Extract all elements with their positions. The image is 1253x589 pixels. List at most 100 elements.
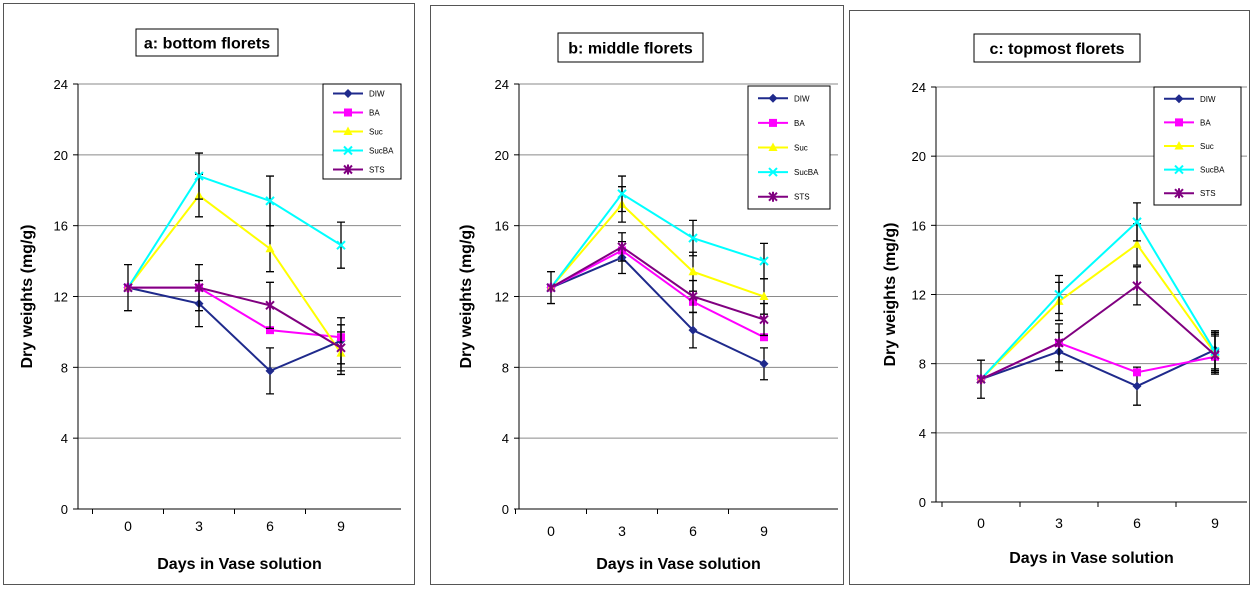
data-point xyxy=(759,291,769,300)
series-line xyxy=(550,256,765,365)
data-point xyxy=(546,282,556,293)
legend-marker-suc xyxy=(768,142,778,151)
legend-label-sucba: SucBA xyxy=(369,147,394,156)
series-line xyxy=(980,284,1216,381)
legend-marker-ba xyxy=(769,118,777,127)
legend-marker-sucba xyxy=(1174,164,1184,175)
x-tick-label-b: 9 xyxy=(760,523,768,539)
legend-label-diw: DIW xyxy=(794,94,810,103)
series-ba-a xyxy=(124,283,345,342)
data-point xyxy=(265,196,275,206)
chart-title-box-b xyxy=(557,32,704,63)
x-axis-label-c: Days in Vase solution xyxy=(1009,550,1174,567)
legend-label-diw: DIW xyxy=(369,90,385,99)
legend-label-ba: BA xyxy=(369,109,380,118)
y-tick-label-c: 4 xyxy=(919,426,926,441)
y-tick-label-c: 16 xyxy=(912,218,926,233)
legend-marker-ba xyxy=(344,108,352,117)
legend-label-sts: STS xyxy=(369,166,385,175)
legend-marker-diw xyxy=(1174,94,1184,104)
series-line xyxy=(550,249,765,339)
series-line xyxy=(128,286,342,349)
legend-marker-suc xyxy=(343,126,353,135)
legend-marker-suc xyxy=(1174,141,1184,150)
series-line xyxy=(980,341,1216,381)
data-point xyxy=(194,282,204,293)
y-tick-label-b: 4 xyxy=(502,431,509,446)
data-point xyxy=(1132,239,1142,248)
x-axis-label-b: Days in Vase solution xyxy=(596,556,761,573)
chart-title-box-c xyxy=(973,33,1141,63)
data-point xyxy=(688,325,698,335)
series-sts-b xyxy=(546,232,769,337)
series-diw-c xyxy=(976,330,1220,406)
chart-title-b: b: middle florets xyxy=(568,41,693,58)
y-axis-label-a: Dry weights (mg/g) xyxy=(19,224,36,368)
series-line xyxy=(980,242,1216,380)
y-tick-label-c: 12 xyxy=(912,288,926,303)
data-point xyxy=(265,243,275,253)
chart-svg-a: a: bottom florets 0 4 8 12 16 20 24 0 3 6 9 Days in … xyxy=(19,28,402,573)
legend-label-ba: BA xyxy=(794,119,805,128)
x-axis-label-a: Days in Vase solution xyxy=(157,556,322,573)
x-tick-label-c: 0 xyxy=(977,515,985,531)
y-tick-label-c: 0 xyxy=(919,495,926,510)
legend-marker-diw xyxy=(768,93,778,103)
x-tick-label-c: 6 xyxy=(1133,515,1141,531)
y-tick-label-a: 12 xyxy=(54,290,68,305)
data-point xyxy=(123,282,133,293)
y-tick-label-a: 4 xyxy=(61,431,68,446)
legend-label-suc: Suc xyxy=(369,128,383,137)
x-tick-label-a: 9 xyxy=(337,518,345,534)
data-point xyxy=(688,233,698,243)
legend-marker-sucba xyxy=(768,167,778,177)
data-point xyxy=(1133,368,1141,377)
x-tick-label-a: 0 xyxy=(124,518,132,534)
x-tick-label-a: 6 xyxy=(266,518,274,534)
legend-label-suc: Suc xyxy=(794,144,808,153)
data-point xyxy=(1054,337,1064,348)
y-tick-label-a: 20 xyxy=(54,148,68,163)
y-tick-label-a: 24 xyxy=(54,77,68,92)
data-point xyxy=(759,359,769,369)
chart-svg-c: c: topmost florets 0 4 8 12 16 20 24 0 3 6 9 Days in… xyxy=(882,33,1247,567)
legend-marker-sucba xyxy=(343,145,353,156)
chart-title-a: a: bottom florets xyxy=(144,36,270,53)
series-line xyxy=(127,174,342,289)
legend-label-sts: STS xyxy=(1200,189,1216,198)
y-tick-label-a: 8 xyxy=(61,360,68,375)
chart-panel-b: b: middle florets 0 4 8 12 16 20 24 0 3 6 9 Days in … xyxy=(430,5,844,585)
series-line xyxy=(550,245,765,321)
y-tick-label-a: 16 xyxy=(54,219,68,234)
legend-label-suc: Suc xyxy=(1200,142,1214,151)
y-tick-label-b: 20 xyxy=(495,148,509,163)
data-point xyxy=(1054,289,1064,300)
series-suc-c xyxy=(976,222,1220,383)
y-axis-label-b: Dry weights (mg/g) xyxy=(458,224,475,368)
y-tick-label-b: 16 xyxy=(495,219,509,234)
chart-svg-b: b: middle florets 0 4 8 12 16 20 24 0 3 6 9 Days in … xyxy=(458,32,838,573)
data-point xyxy=(1210,350,1220,361)
legend-marker-ba xyxy=(1175,118,1183,127)
data-point xyxy=(1132,280,1142,291)
data-point xyxy=(760,333,768,342)
series-sts-c xyxy=(976,266,1220,385)
data-point xyxy=(265,300,275,311)
chart-panel-a: a: bottom florets 0 4 8 12 16 20 24 0 3 6 9 Days in … xyxy=(3,3,415,585)
legend-marker-sts xyxy=(768,191,778,202)
y-tick-label-b: 8 xyxy=(502,360,509,375)
data-point xyxy=(1132,381,1142,391)
legend-label-diw: DIW xyxy=(1200,95,1216,104)
data-point xyxy=(617,241,627,252)
data-point xyxy=(976,374,986,385)
data-point xyxy=(336,240,346,250)
series-sucba-c xyxy=(976,202,1220,384)
data-point xyxy=(688,266,698,276)
series-diw-a xyxy=(123,263,346,395)
series-line xyxy=(980,220,1216,380)
legend-label-sucba: SucBA xyxy=(794,168,819,177)
y-tick-label-b: 24 xyxy=(495,77,509,92)
series-line xyxy=(550,192,765,289)
legend-label-sts: STS xyxy=(794,193,810,202)
data-point xyxy=(688,291,698,302)
